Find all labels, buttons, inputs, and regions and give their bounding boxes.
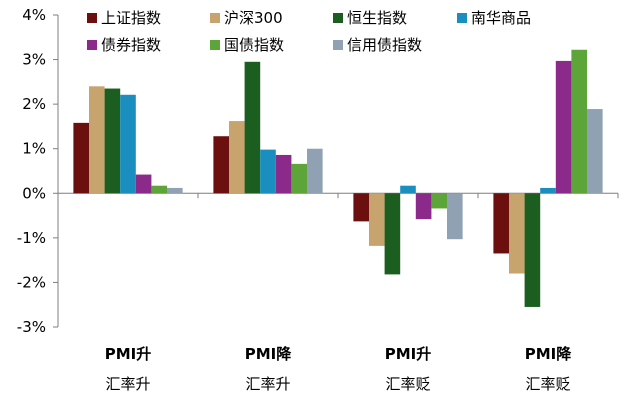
legend-item: 国债指数 bbox=[210, 36, 284, 54]
legend-item: 南华商品 bbox=[457, 9, 531, 27]
legend-label: 南华商品 bbox=[471, 9, 531, 27]
y-tick-label: 1% bbox=[22, 140, 46, 158]
bar bbox=[120, 94, 136, 194]
bar bbox=[524, 193, 541, 307]
legend-swatch bbox=[87, 13, 97, 23]
category-label-line1: PMI降 bbox=[525, 345, 573, 363]
legend-label: 沪深300 bbox=[224, 9, 283, 27]
bar bbox=[307, 148, 323, 194]
legend-swatch bbox=[87, 40, 97, 50]
y-tick-label: -2% bbox=[17, 273, 46, 291]
category-label-line2: 汇率升 bbox=[105, 375, 150, 393]
legend-label: 信用债指数 bbox=[347, 36, 422, 54]
legend-item: 上证指数 bbox=[87, 9, 161, 27]
category-label-line2: 汇率贬 bbox=[385, 375, 430, 393]
legend-swatch bbox=[210, 13, 220, 23]
bar bbox=[135, 174, 152, 194]
bar bbox=[431, 193, 447, 209]
bar bbox=[400, 185, 416, 194]
y-tick-label: 4% bbox=[22, 6, 46, 24]
y-tick-label: 2% bbox=[22, 95, 46, 113]
bar bbox=[353, 193, 369, 222]
bar bbox=[447, 193, 463, 240]
bar bbox=[260, 149, 276, 194]
y-tick-label: 0% bbox=[22, 184, 46, 202]
bar bbox=[167, 187, 183, 194]
bar bbox=[151, 185, 167, 194]
category-label-line1: PMI升 bbox=[385, 345, 432, 363]
y-tick-label: -3% bbox=[17, 318, 46, 336]
bar bbox=[275, 154, 292, 194]
bar bbox=[540, 187, 556, 194]
bar bbox=[89, 86, 105, 194]
legend-swatch bbox=[457, 13, 467, 23]
bar bbox=[291, 163, 307, 194]
bar bbox=[104, 88, 121, 194]
bar bbox=[384, 193, 401, 275]
bar bbox=[555, 60, 572, 194]
category-label-line2: 汇率升 bbox=[245, 375, 290, 393]
legend-label: 国债指数 bbox=[224, 36, 284, 54]
y-tick-label: 3% bbox=[22, 51, 46, 69]
bar bbox=[493, 193, 509, 254]
bar bbox=[415, 193, 432, 220]
y-tick-label: -1% bbox=[17, 229, 46, 247]
bar bbox=[73, 122, 89, 194]
legend-label: 债券指数 bbox=[101, 36, 161, 54]
category-label-line2: 汇率贬 bbox=[525, 375, 570, 393]
bar bbox=[509, 193, 525, 274]
category-label-line1: PMI降 bbox=[245, 345, 293, 363]
bars-layer bbox=[73, 49, 603, 307]
bar bbox=[587, 109, 603, 194]
category-label-line1: PMI升 bbox=[105, 345, 152, 363]
bar bbox=[369, 193, 385, 246]
legend-item: 沪深300 bbox=[210, 9, 283, 27]
legend-label: 上证指数 bbox=[101, 9, 161, 27]
bar bbox=[229, 121, 245, 194]
legend-item: 恒生指数 bbox=[333, 9, 407, 27]
legend-label: 恒生指数 bbox=[347, 9, 407, 27]
legend-swatch bbox=[333, 13, 343, 23]
bar bbox=[213, 136, 229, 194]
bar bbox=[571, 49, 587, 194]
legend-item: 信用债指数 bbox=[333, 36, 422, 54]
legend-item: 债券指数 bbox=[87, 36, 161, 54]
legend-swatch bbox=[333, 40, 343, 50]
legend-swatch bbox=[210, 40, 220, 50]
bar bbox=[244, 61, 261, 194]
